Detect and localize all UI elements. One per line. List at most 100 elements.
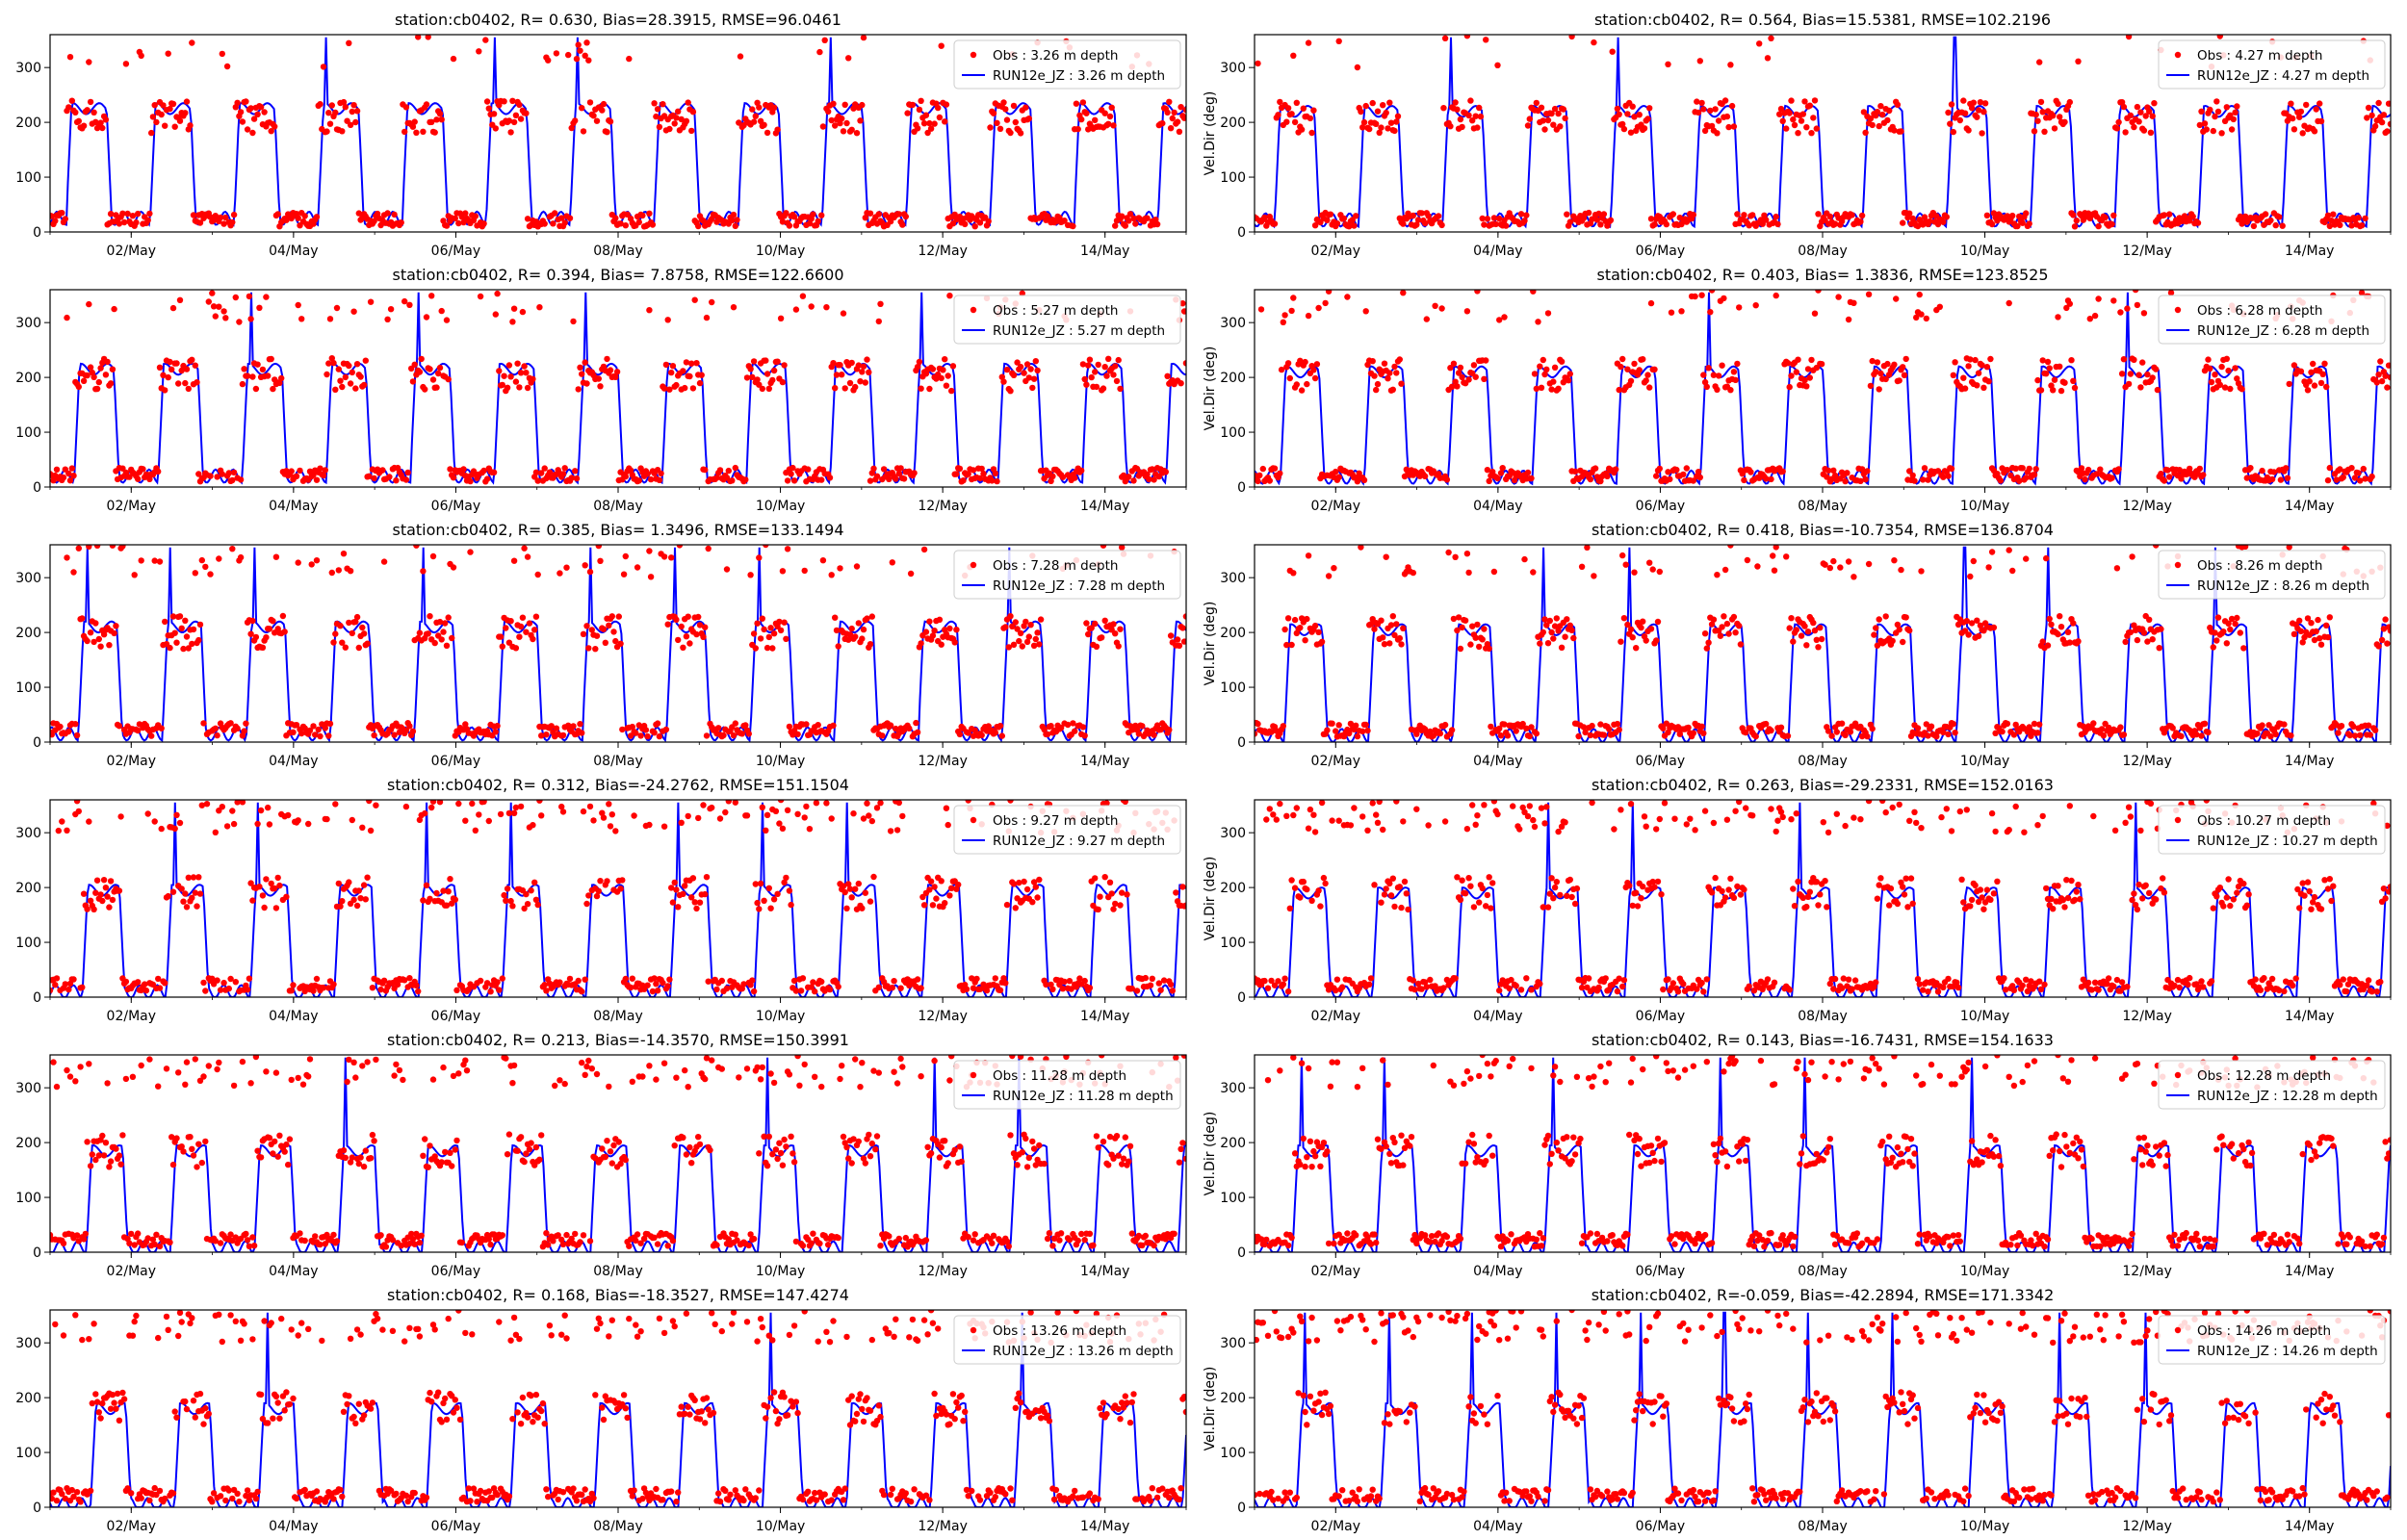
- obs-point: [604, 129, 610, 136]
- obs-point: [575, 386, 582, 393]
- obs-point: [2036, 59, 2043, 65]
- obs-point: [2109, 475, 2115, 481]
- obs-point: [606, 801, 612, 808]
- obs-point: [1793, 627, 1800, 633]
- obs-point: [943, 805, 950, 811]
- obs-point: [1898, 128, 1904, 135]
- obs-point: [1865, 291, 1873, 297]
- obs-point: [818, 476, 825, 483]
- obs-point: [220, 220, 227, 227]
- obs-point: [2058, 624, 2065, 630]
- obs-point: [1560, 106, 1567, 113]
- obs-point: [1092, 875, 1099, 882]
- obs-point: [2187, 465, 2193, 473]
- obs-point: [379, 467, 386, 474]
- obs-point: [2122, 638, 2129, 646]
- obs-point: [1825, 467, 1832, 475]
- obs-point: [1685, 724, 1692, 732]
- obs-point: [1970, 557, 1977, 565]
- obs-point: [359, 624, 366, 631]
- obs-point: [1975, 370, 1982, 376]
- obs-point: [656, 123, 663, 131]
- obs-point: [102, 885, 110, 891]
- obs-point: [1614, 105, 1621, 113]
- obs-point: [2304, 387, 2312, 394]
- obs-point: [1654, 618, 1662, 626]
- obs-point: [95, 378, 103, 386]
- obs-point: [1037, 616, 1045, 623]
- obs-point: [1467, 641, 1474, 648]
- obs-point: [350, 896, 357, 904]
- obs-point: [586, 99, 594, 106]
- obs-point: [467, 549, 474, 555]
- obs-point: [373, 802, 379, 808]
- obs-point: [2303, 101, 2310, 109]
- obs-point: [688, 127, 695, 135]
- obs-point: [852, 633, 859, 640]
- obs-point: [1086, 356, 1094, 363]
- obs-point: [1347, 720, 1355, 728]
- obs-point: [1696, 58, 1704, 64]
- obs-point: [1462, 617, 1469, 624]
- obs-point: [65, 104, 72, 111]
- y-axis-label: Vel.Dir (deg): [1203, 91, 1218, 176]
- obs-point: [660, 979, 666, 987]
- obs-point: [1653, 637, 1660, 644]
- obs-point: [230, 211, 238, 218]
- obs-point: [1381, 360, 1388, 367]
- obs-point: [1524, 122, 1532, 129]
- obs-point: [1112, 363, 1119, 370]
- obs-point: [770, 630, 778, 637]
- obs-point: [1695, 469, 1702, 475]
- obs-point: [1909, 472, 1916, 479]
- obs-point: [1980, 109, 1987, 116]
- obs-point: [573, 475, 581, 482]
- obs-point: [1537, 640, 1543, 647]
- obs-point: [1396, 356, 1404, 363]
- x-tick-label: 06/May: [431, 499, 480, 514]
- obs-point: [696, 379, 704, 387]
- obs-point: [675, 636, 682, 644]
- obs-point: [1795, 356, 1801, 363]
- obs-point: [1698, 292, 1705, 298]
- obs-point: [297, 467, 303, 475]
- obs-point: [2166, 474, 2173, 480]
- obs-point: [1523, 212, 1530, 218]
- x-tick-label: 14/May: [2285, 499, 2334, 514]
- obs-point: [1012, 905, 1020, 911]
- obs-point: [346, 39, 352, 46]
- obs-point: [1606, 726, 1613, 732]
- obs-point: [2230, 116, 2237, 123]
- obs-point: [1002, 624, 1009, 630]
- y-tick-label: 300: [15, 316, 41, 331]
- obs-point: [1994, 218, 2001, 224]
- obs-point: [886, 475, 893, 482]
- obs-point: [1360, 118, 1368, 126]
- obs-point: [1108, 890, 1115, 897]
- obs-point: [2055, 630, 2061, 638]
- obs-point: [582, 52, 588, 59]
- obs-point: [770, 367, 778, 374]
- obs-point: [595, 887, 602, 894]
- obs-point: [626, 55, 633, 63]
- obs-point: [1882, 613, 1889, 620]
- obs-point: [2127, 112, 2135, 119]
- obs-point: [2267, 732, 2274, 740]
- plot-area: [1255, 545, 2391, 742]
- obs-point: [852, 383, 859, 391]
- obs-point: [853, 563, 861, 570]
- x-tick-label: 12/May: [2122, 754, 2171, 769]
- obs-point: [190, 626, 197, 633]
- obs-point: [1538, 104, 1545, 112]
- obs-point: [658, 470, 664, 477]
- obs-point: [942, 900, 948, 907]
- obs-point: [2368, 112, 2375, 119]
- obs-point: [713, 986, 720, 993]
- obs-point: [1849, 212, 1855, 218]
- obs-point: [893, 475, 899, 482]
- obs-point: [1851, 299, 1857, 306]
- obs-point: [686, 372, 693, 380]
- obs-point: [1474, 124, 1481, 131]
- obs-point: [1030, 879, 1038, 886]
